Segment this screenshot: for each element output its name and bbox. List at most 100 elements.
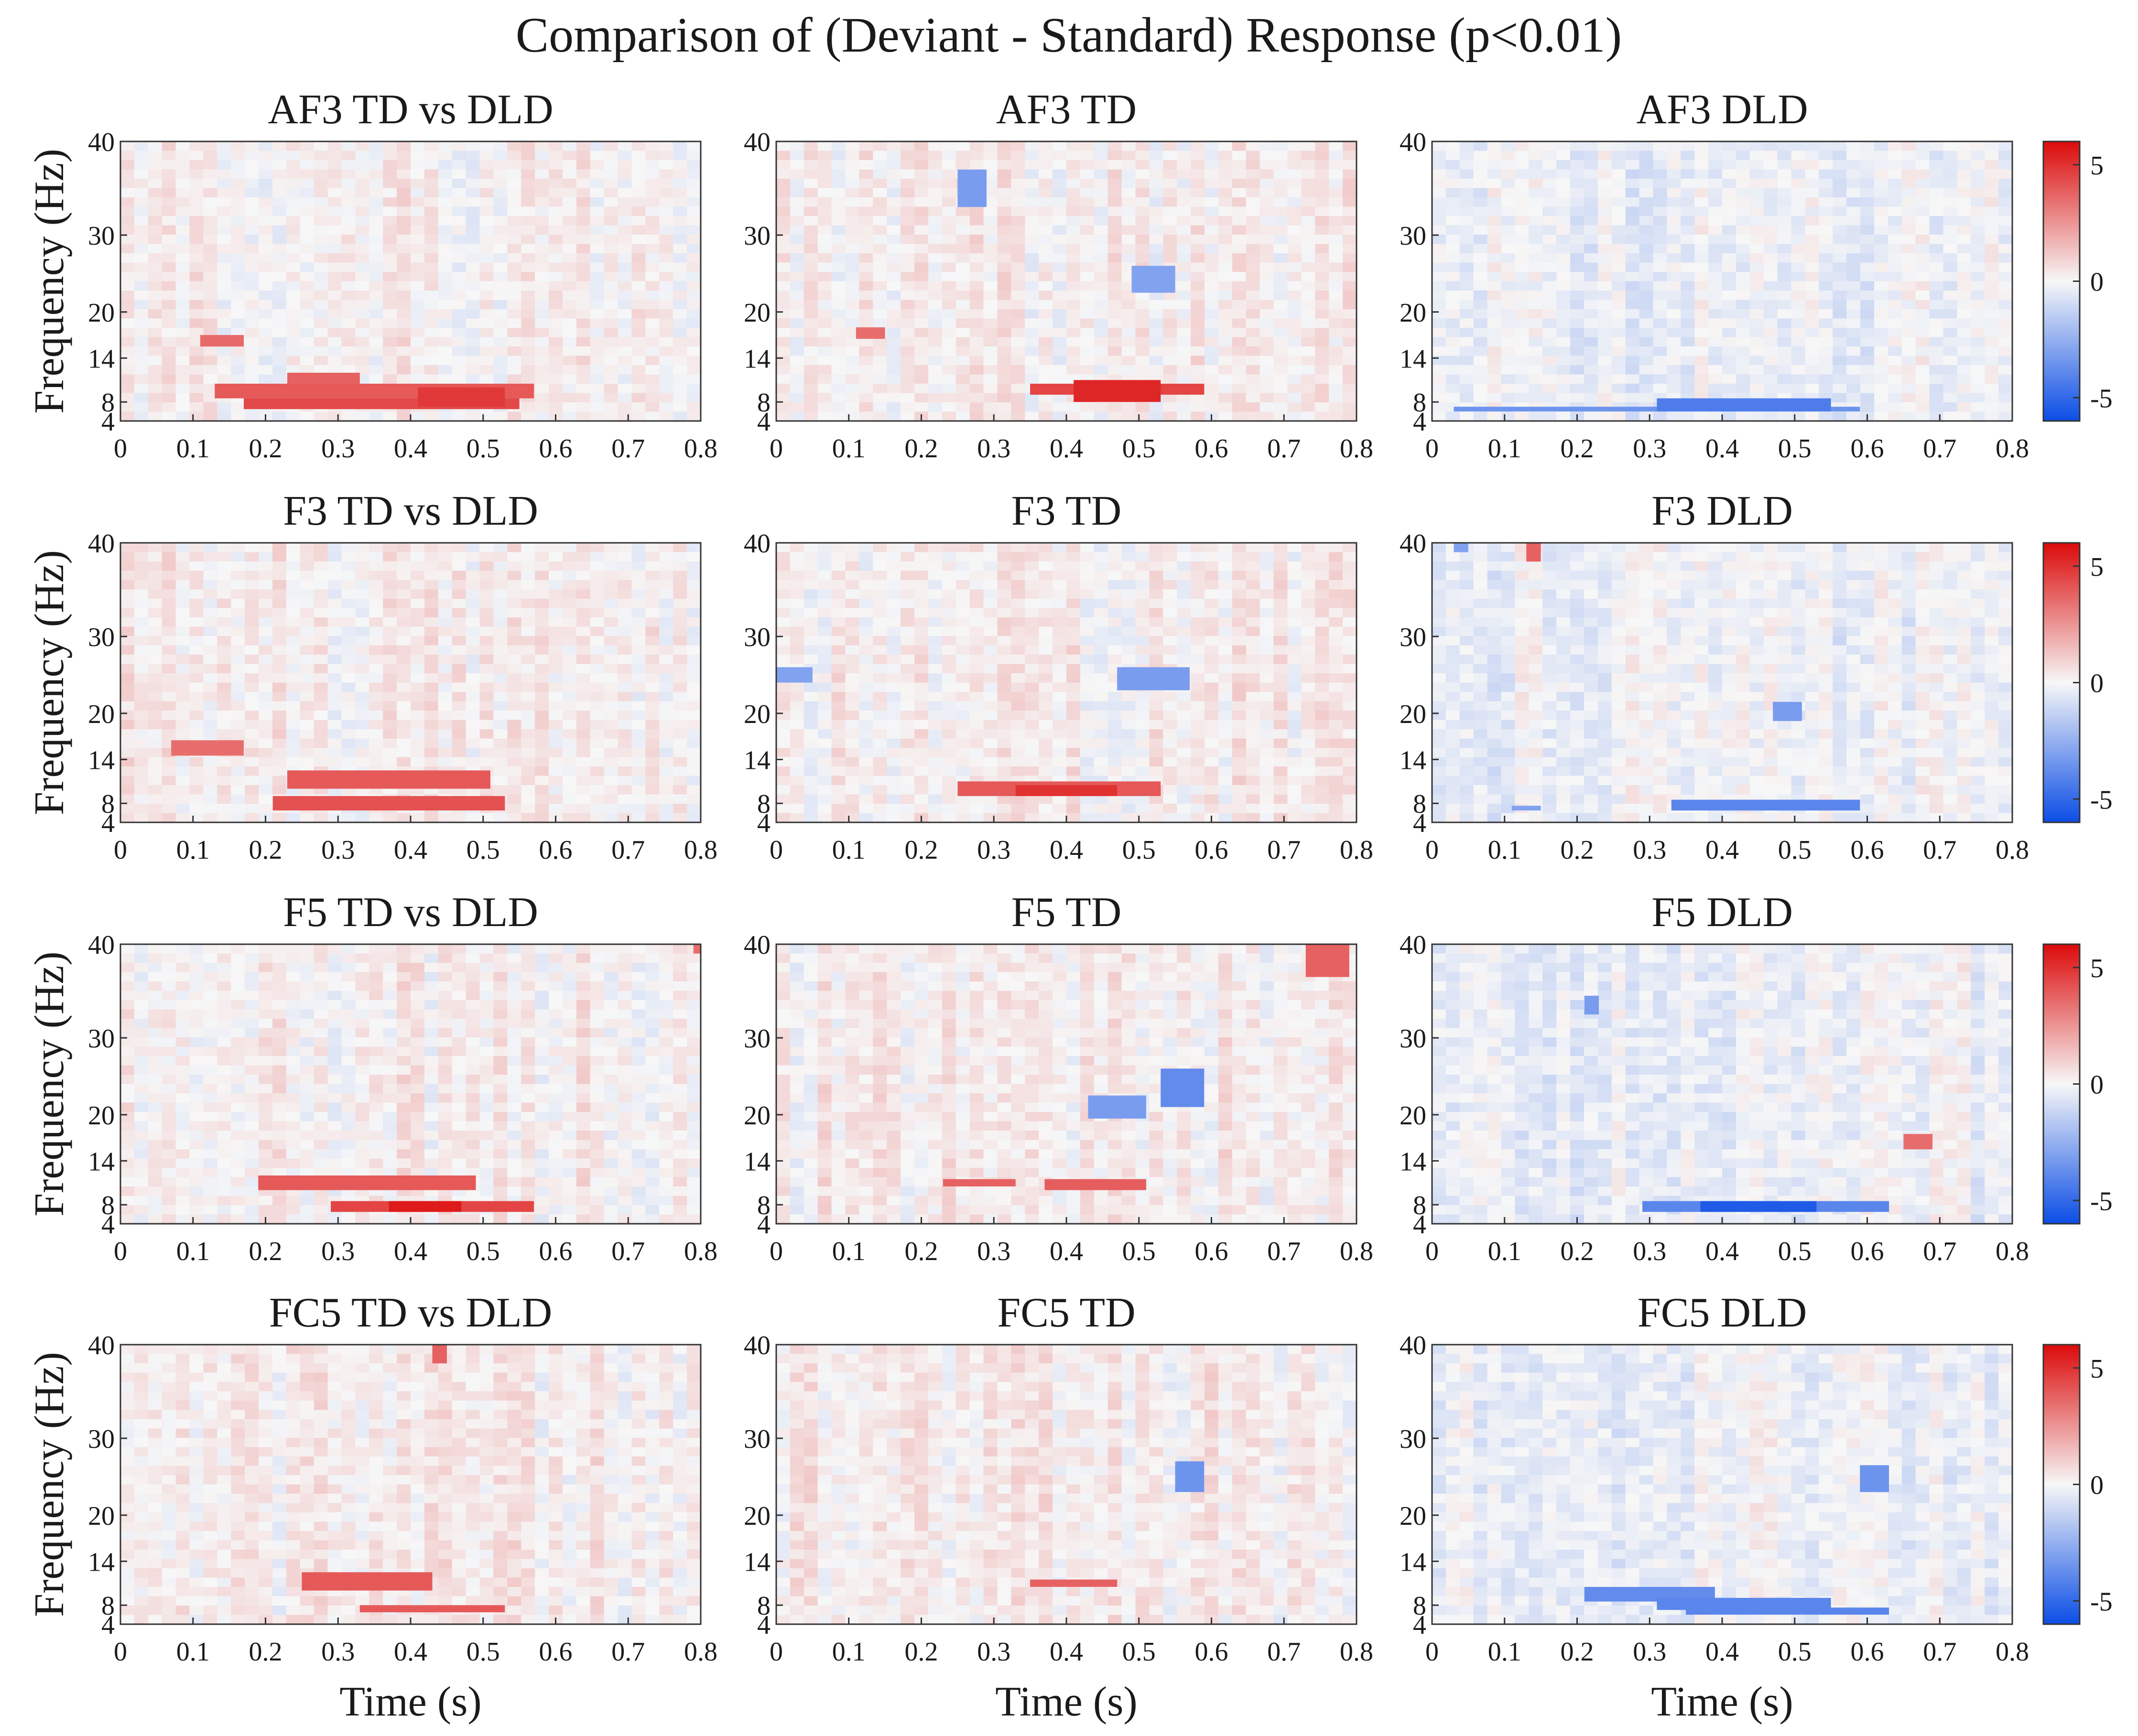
heatmap-cell [521,160,535,170]
heatmap-cell [1094,262,1108,272]
heatmap-cell [397,374,411,384]
heatmap-cell [493,711,508,721]
heatmap-cell [162,197,176,207]
heatmap-cell [1943,374,1957,384]
heatmap-cell [327,655,342,665]
heatmap-cell [1971,309,1985,319]
heatmap-cell [245,141,259,151]
heatmap-cell [397,645,411,655]
heatmap-cell [859,160,873,170]
heatmap-cell [1025,356,1039,366]
heatmap-cell [1515,384,1529,394]
heatmap-cell [1694,272,1709,282]
heatmap-cell [887,328,901,338]
heatmap-cell [259,272,273,282]
heatmap-cell [397,337,411,347]
heatmap-cell [535,384,549,394]
heatmap-cell [162,309,176,319]
heatmap-cell [1459,141,1474,151]
heatmap-cell [1343,300,1357,310]
heatmap-cell [790,169,804,179]
heatmap-cell [424,682,439,692]
heatmap-cell [231,374,245,384]
heatmap-cell [148,757,163,767]
heatmap-cell [1094,141,1108,151]
heatmap-cell [452,813,467,823]
heatmap-cell [1846,309,1861,319]
heatmap-cell [1556,179,1571,189]
heatmap-cell [1888,281,1902,291]
heatmap-cell [1846,169,1861,179]
heatmap-cell [803,318,818,328]
heatmap-cell [1205,160,1219,170]
heatmap-cell [1819,244,1833,254]
heatmap-cell [1653,374,1667,384]
heatmap-cell [1246,281,1260,291]
heatmap-cell [231,645,245,655]
heatmap-cell [355,169,369,179]
heatmap-cell [272,711,287,721]
significant-cluster [1657,398,1831,412]
heatmap-cell [355,729,369,739]
heatmap-cell [438,589,453,599]
heatmap-cell [1791,281,1806,291]
heatmap-cell [245,664,259,674]
heatmap-cell [955,356,970,366]
heatmap-cell [1246,365,1260,375]
heatmap-cell [217,411,231,421]
heatmap-cell [397,328,411,338]
heatmap-cell [120,244,135,254]
heatmap-cell [562,813,577,823]
heatmap-cell [1053,328,1067,338]
heatmap-cell [1432,309,1446,319]
heatmap-cell [859,169,873,179]
heatmap-cell [162,757,176,767]
heatmap-cell [1833,309,1847,319]
heatmap-cell [1542,356,1557,366]
heatmap-cell [790,374,804,384]
heatmap-cell [590,813,605,823]
heatmap-cell [1315,393,1329,403]
heatmap-cell [1287,216,1302,226]
heatmap-cell [1094,179,1108,189]
heatmap-cell [134,701,149,711]
heatmap-cell [479,262,494,272]
heatmap-cell [1107,328,1122,338]
heatmap-cell [411,272,425,282]
heatmap-cell [576,766,591,776]
heatmap-cell [175,636,190,646]
heatmap-cell [790,393,804,403]
heatmap-cell [424,365,439,375]
heatmap-cell [687,402,701,412]
heatmap-cell [521,374,535,384]
heatmap-cell [1473,253,1488,263]
heatmap-cell [1432,235,1446,245]
heatmap-cell [1515,216,1529,226]
heatmap-cell [1791,384,1806,394]
heatmap-cell [1080,300,1095,310]
heatmap-cell [300,701,315,711]
heatmap-cell [687,328,701,338]
heatmap-cell [1218,151,1233,161]
heatmap-cell [604,711,619,721]
heatmap-cell [479,169,494,179]
heatmap-cell [1177,402,1191,412]
heatmap-cell [1611,235,1626,245]
heatmap-cell [300,645,315,655]
heatmap-cell [1749,346,1764,356]
heatmap-cell [955,384,970,394]
heatmap-cell [397,692,411,702]
heatmap-cell [1860,151,1875,161]
heatmap-cell [217,776,231,786]
heatmap-cell [1625,141,1640,151]
heatmap-cell [776,262,791,272]
heatmap-cell [521,253,535,263]
heatmap-cell [1805,244,1819,254]
heatmap-cell [1246,272,1260,282]
heatmap-cell [397,272,411,282]
heatmap-cell [1501,309,1516,319]
heatmap-cell [1777,384,1792,394]
heatmap-cell [873,393,887,403]
heatmap-cell [997,281,1011,291]
heatmap-cell [217,216,231,226]
